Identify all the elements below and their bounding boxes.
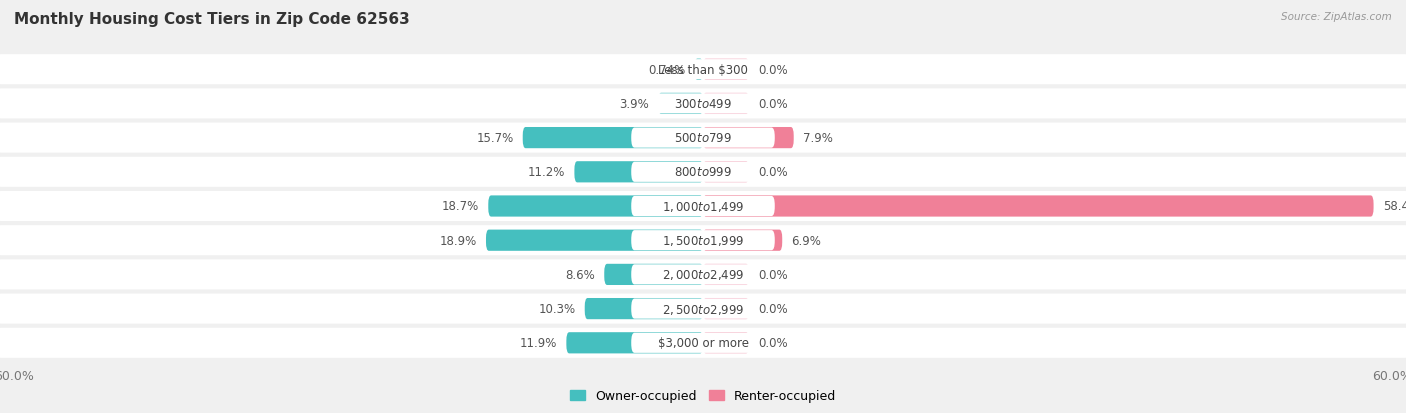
Text: 0.0%: 0.0% bbox=[758, 268, 787, 281]
Text: Monthly Housing Cost Tiers in Zip Code 62563: Monthly Housing Cost Tiers in Zip Code 6… bbox=[14, 12, 409, 27]
FancyBboxPatch shape bbox=[631, 265, 775, 285]
FancyBboxPatch shape bbox=[0, 328, 1406, 358]
Text: 0.0%: 0.0% bbox=[758, 97, 787, 111]
FancyBboxPatch shape bbox=[0, 55, 1406, 85]
FancyBboxPatch shape bbox=[575, 162, 703, 183]
Text: $3,000 or more: $3,000 or more bbox=[658, 337, 748, 349]
FancyBboxPatch shape bbox=[703, 264, 749, 285]
FancyBboxPatch shape bbox=[658, 94, 703, 115]
Text: 0.0%: 0.0% bbox=[758, 64, 787, 76]
FancyBboxPatch shape bbox=[703, 59, 749, 81]
FancyBboxPatch shape bbox=[631, 230, 775, 251]
FancyBboxPatch shape bbox=[703, 332, 749, 354]
Text: 6.9%: 6.9% bbox=[792, 234, 821, 247]
FancyBboxPatch shape bbox=[703, 162, 749, 183]
FancyBboxPatch shape bbox=[703, 128, 794, 149]
FancyBboxPatch shape bbox=[0, 225, 1406, 256]
FancyBboxPatch shape bbox=[703, 230, 782, 251]
Text: Less than $300: Less than $300 bbox=[658, 64, 748, 76]
FancyBboxPatch shape bbox=[0, 260, 1406, 290]
Text: $800 to $999: $800 to $999 bbox=[673, 166, 733, 179]
FancyBboxPatch shape bbox=[703, 94, 749, 115]
Text: $2,000 to $2,499: $2,000 to $2,499 bbox=[662, 268, 744, 282]
Text: 8.6%: 8.6% bbox=[565, 268, 595, 281]
Text: 15.7%: 15.7% bbox=[477, 132, 513, 145]
Text: 18.7%: 18.7% bbox=[441, 200, 479, 213]
FancyBboxPatch shape bbox=[631, 162, 775, 183]
Text: 18.9%: 18.9% bbox=[440, 234, 477, 247]
FancyBboxPatch shape bbox=[605, 264, 703, 285]
FancyBboxPatch shape bbox=[703, 196, 1374, 217]
FancyBboxPatch shape bbox=[631, 299, 775, 319]
Text: $2,500 to $2,999: $2,500 to $2,999 bbox=[662, 302, 744, 316]
Text: 0.0%: 0.0% bbox=[758, 166, 787, 179]
Text: $1,000 to $1,499: $1,000 to $1,499 bbox=[662, 199, 744, 214]
FancyBboxPatch shape bbox=[0, 89, 1406, 119]
Text: 0.0%: 0.0% bbox=[758, 302, 787, 316]
FancyBboxPatch shape bbox=[695, 59, 703, 81]
FancyBboxPatch shape bbox=[703, 298, 749, 319]
Text: 0.0%: 0.0% bbox=[758, 337, 787, 349]
Text: 0.74%: 0.74% bbox=[648, 64, 685, 76]
FancyBboxPatch shape bbox=[0, 157, 1406, 188]
FancyBboxPatch shape bbox=[0, 294, 1406, 324]
FancyBboxPatch shape bbox=[0, 123, 1406, 153]
FancyBboxPatch shape bbox=[631, 94, 775, 114]
Text: $500 to $799: $500 to $799 bbox=[673, 132, 733, 145]
FancyBboxPatch shape bbox=[631, 333, 775, 353]
Text: 7.9%: 7.9% bbox=[803, 132, 832, 145]
FancyBboxPatch shape bbox=[631, 128, 775, 148]
Text: 11.9%: 11.9% bbox=[520, 337, 557, 349]
FancyBboxPatch shape bbox=[631, 197, 775, 216]
FancyBboxPatch shape bbox=[631, 60, 775, 80]
FancyBboxPatch shape bbox=[567, 332, 703, 354]
FancyBboxPatch shape bbox=[486, 230, 703, 251]
FancyBboxPatch shape bbox=[0, 192, 1406, 221]
Text: $300 to $499: $300 to $499 bbox=[673, 97, 733, 111]
Text: 11.2%: 11.2% bbox=[527, 166, 565, 179]
FancyBboxPatch shape bbox=[488, 196, 703, 217]
Legend: Owner-occupied, Renter-occupied: Owner-occupied, Renter-occupied bbox=[565, 385, 841, 408]
FancyBboxPatch shape bbox=[585, 298, 703, 319]
Text: Source: ZipAtlas.com: Source: ZipAtlas.com bbox=[1281, 12, 1392, 22]
FancyBboxPatch shape bbox=[523, 128, 703, 149]
Text: 10.3%: 10.3% bbox=[538, 302, 575, 316]
Text: 3.9%: 3.9% bbox=[619, 97, 650, 111]
Text: $1,500 to $1,999: $1,500 to $1,999 bbox=[662, 234, 744, 248]
Text: 58.4%: 58.4% bbox=[1382, 200, 1406, 213]
